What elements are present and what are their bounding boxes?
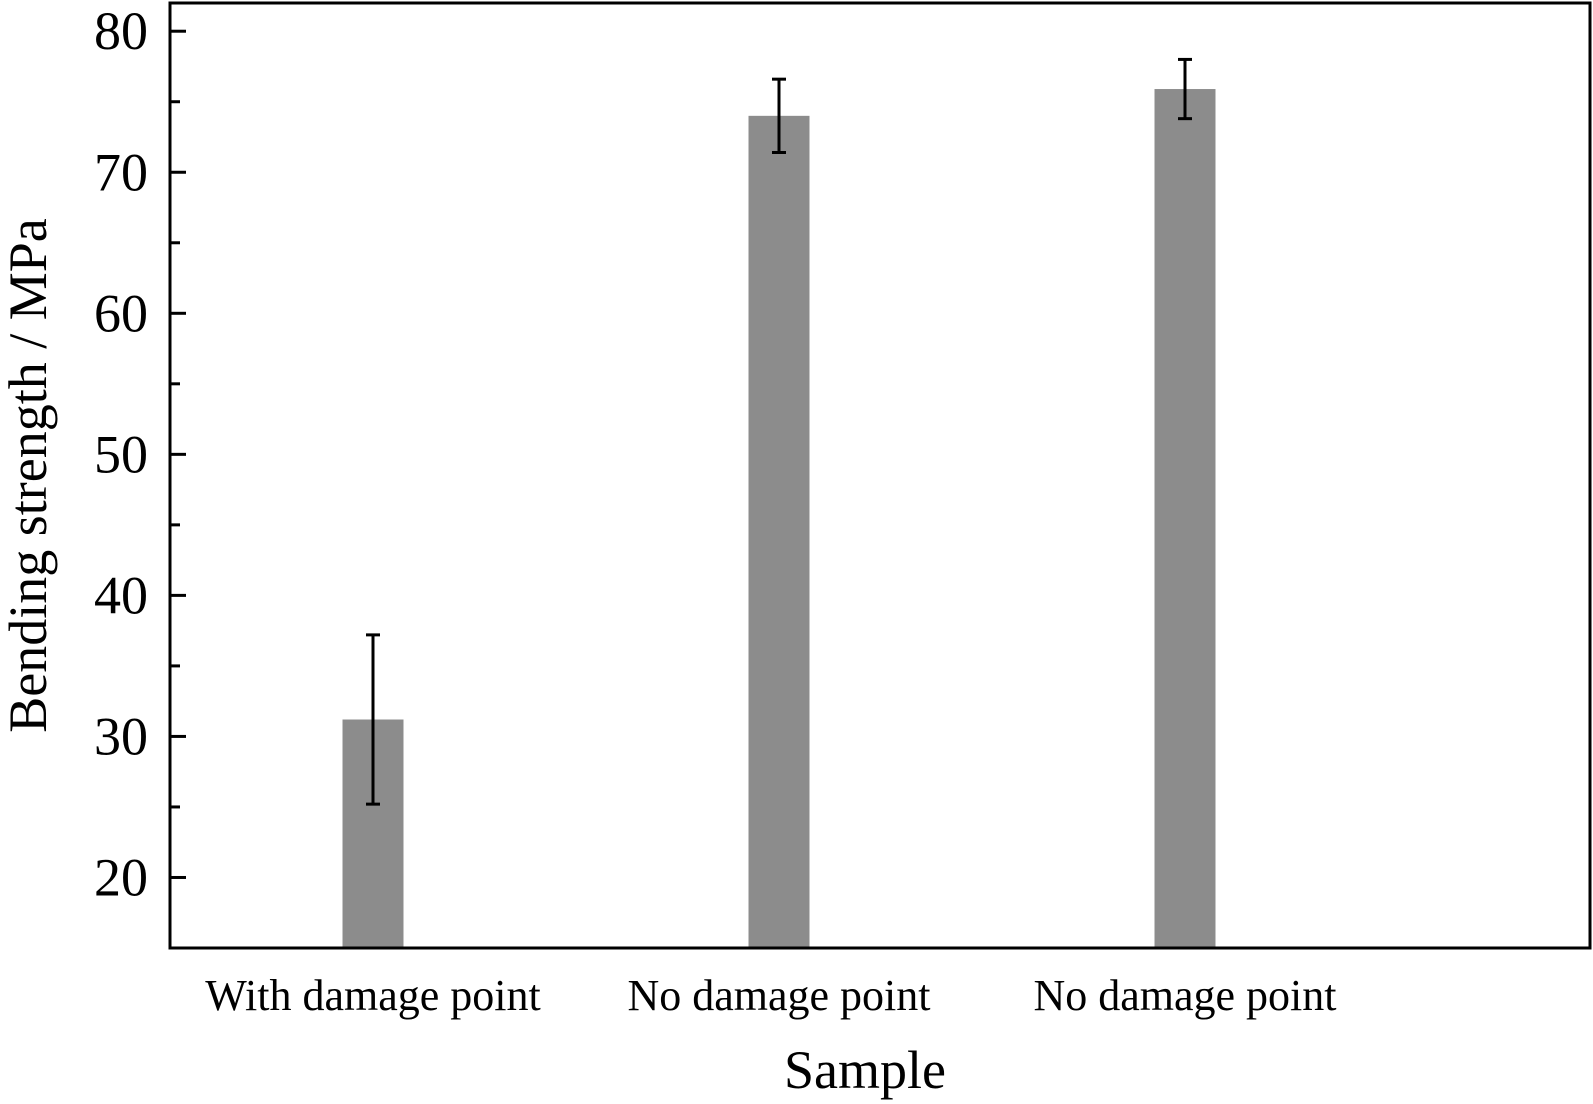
x-axis-title: Sample [784,1040,946,1100]
error-bar-1 [366,633,380,806]
y-axis-ticks: 20 30 40 50 60 70 80 [94,1,186,950]
y-tick-label: 80 [94,1,148,61]
x-axis-categories: With damage point No damage point No damag… [205,971,1336,1020]
bars-layer [342,89,1216,949]
y-tick-label: 20 [94,847,148,907]
error-bar-3 [1178,57,1192,121]
error-bars-layer [366,57,1192,806]
error-bar-2 [772,77,786,155]
y-tick-label: 70 [94,142,148,202]
x-category-label: With damage point [205,971,540,1020]
x-category-label: No damage point [627,971,930,1020]
plot-frame [168,1,1592,950]
x-category-label: No damage point [1033,971,1336,1020]
bar-2 [748,115,810,949]
y-tick-label: 40 [94,565,148,625]
y-tick-label: 30 [94,706,148,766]
y-axis-title: Bending strength / MPa [0,218,58,733]
y-tick-label: 60 [94,283,148,343]
bar-3 [1154,89,1216,949]
y-tick-label: 50 [94,424,148,484]
